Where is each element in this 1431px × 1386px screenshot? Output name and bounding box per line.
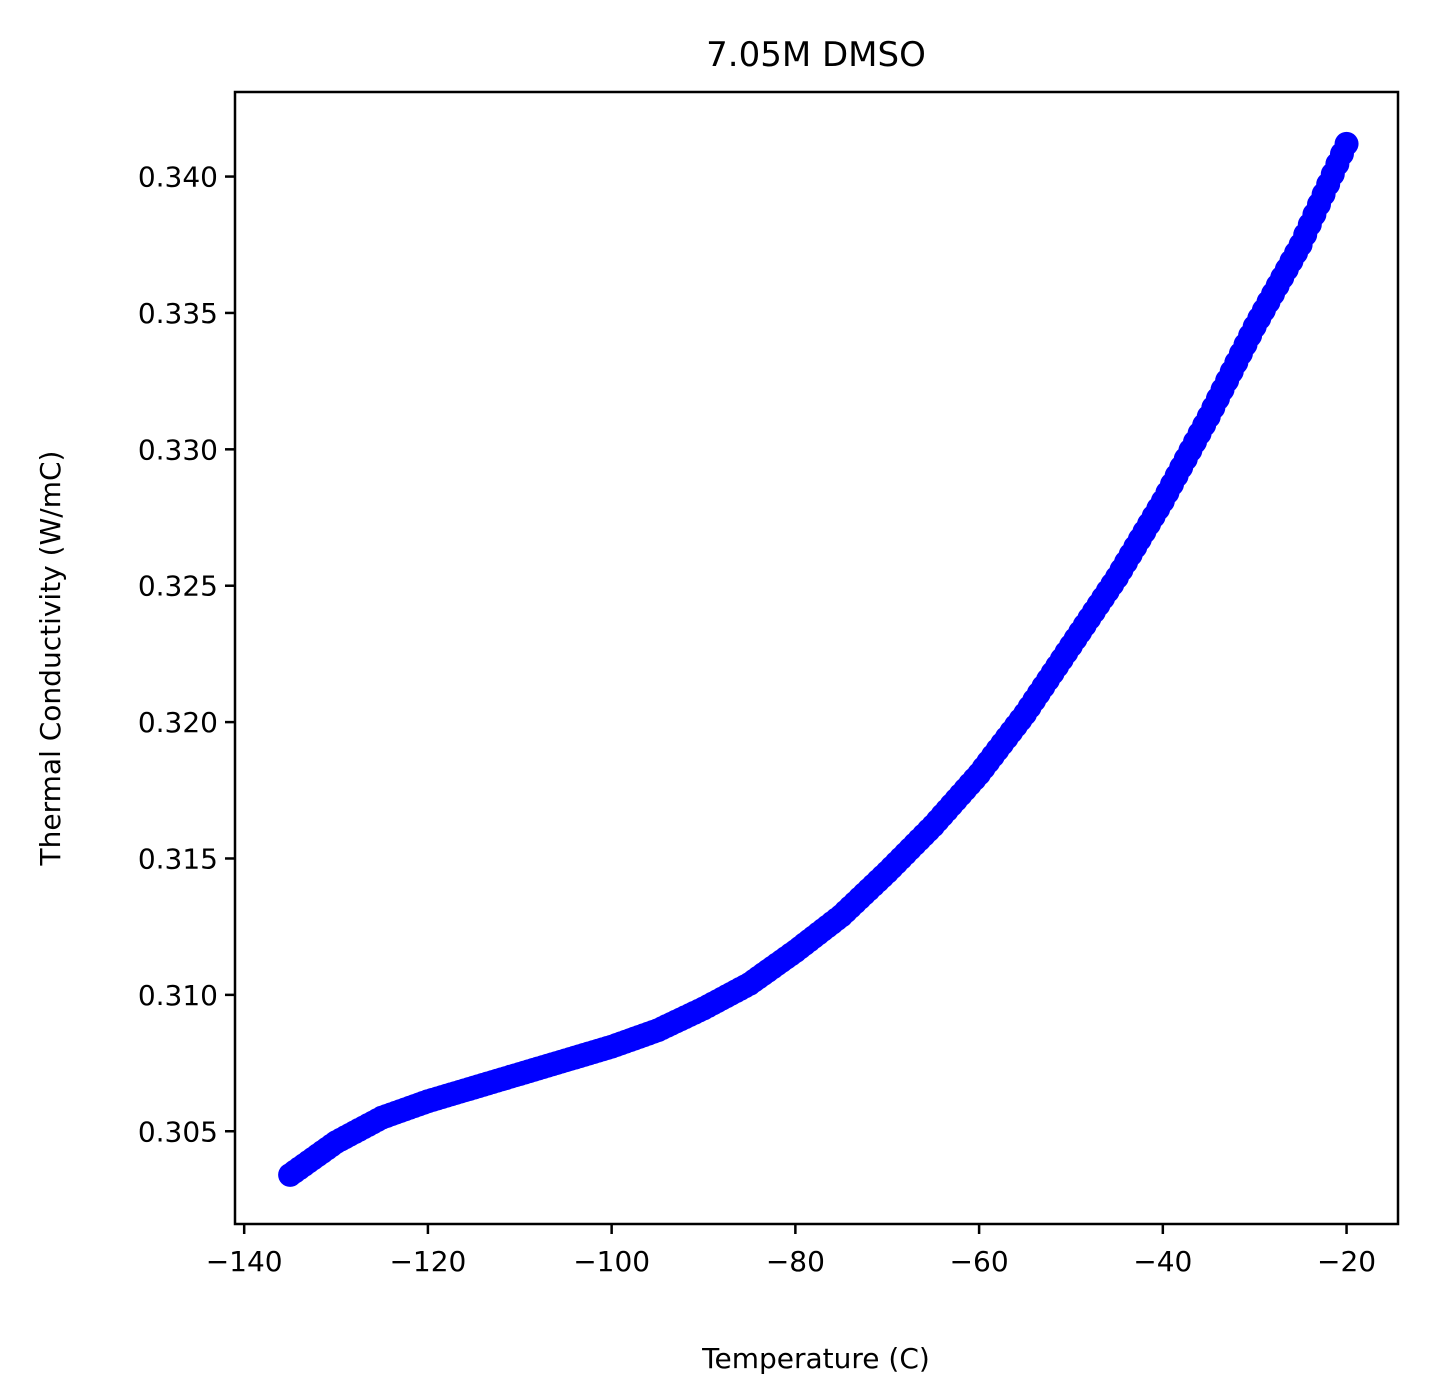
y-tick-label: 0.305 — [138, 1115, 218, 1148]
x-tick-label: −20 — [1317, 1245, 1376, 1278]
x-tick-label: −140 — [206, 1245, 283, 1278]
x-tick-label: −100 — [573, 1245, 650, 1278]
plot-area-frame — [233, 90, 1400, 1226]
data-markers — [278, 131, 1359, 1187]
x-tick-label: −80 — [766, 1245, 825, 1278]
y-axis-label: Thermal Conductivity (W/mC) — [34, 451, 67, 867]
x-tick-label: −40 — [1133, 1245, 1192, 1278]
y-axis-ticks: 0.305 0.310 0.315 0.320 0.325 0.330 0.335 0.340 — [138, 161, 235, 1148]
y-tick-label: 0.325 — [138, 570, 218, 603]
data-point — [1334, 131, 1359, 156]
y-tick-label: 0.315 — [138, 842, 218, 875]
x-tick-label: −60 — [950, 1245, 1009, 1278]
x-axis-ticks: −140 −120 −100 −80 −60 −40 −20 — [206, 1224, 1376, 1278]
y-tick-label: 0.330 — [138, 433, 218, 466]
chart-title: 7.05M DMSO — [706, 35, 926, 75]
x-tick-label: −120 — [389, 1245, 466, 1278]
x-axis-label: Temperature (C) — [701, 1342, 930, 1375]
y-tick-label: 0.340 — [138, 161, 218, 194]
y-tick-label: 0.320 — [138, 706, 218, 739]
y-tick-label: 0.310 — [138, 979, 218, 1012]
y-tick-label: 0.335 — [138, 297, 218, 330]
